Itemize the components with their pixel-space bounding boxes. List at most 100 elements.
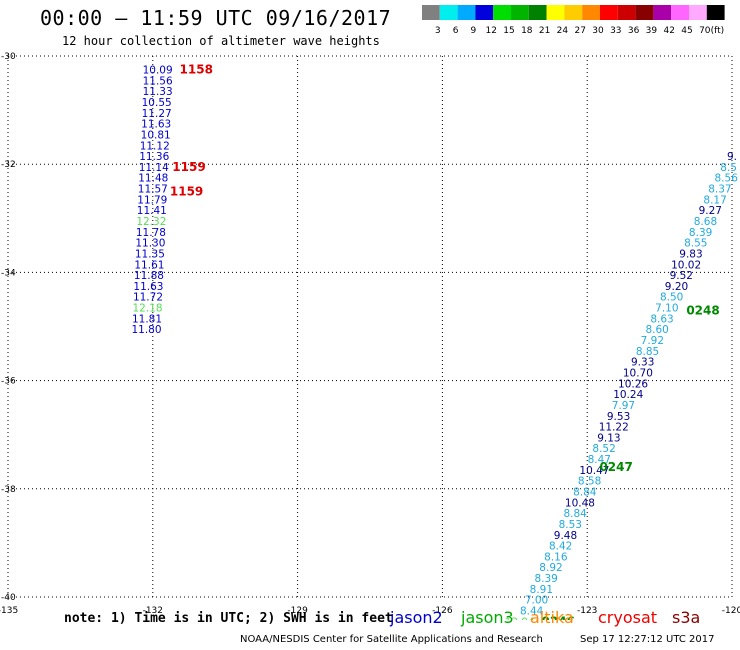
jason2-wave-height-value: 11.72 [133,292,163,304]
y-tick-label: -30 [1,52,16,62]
jason2-wave-height-value: 11.57 [138,184,168,196]
jason3-wave-height-value: 10.70 [623,367,653,379]
colorbar-swatch [617,5,636,20]
colorbar-swatch [671,5,689,20]
jason3-wave-height-value: 9.20 [665,281,688,293]
jason3-wave-height-value: 8.42 [549,541,572,553]
colorbar-label: 15 [503,26,514,36]
colorbar-swatch [706,5,725,20]
jason3-wave-height-value: 7.92 [641,335,664,347]
jason2-wave-height-value: 11.56 [143,75,173,87]
jason3-wave-height-value: 10.48 [565,497,595,509]
jason2-wave-height-value: 11.80 [131,324,161,336]
jason2-wave-height-value: 12.32 [136,216,166,228]
plot-area: -135 -132 -129 -126 -123 -120 -30 -32 -34 -36 -38 -… [0,52,740,620]
colorbar-swatch [511,5,529,20]
colorbar-label: 45 [681,26,692,36]
y-tick-label: -32 [1,160,16,170]
jason3-wave-height-value: 8.91 [530,584,553,596]
jason2-wave-height-value: 11.27 [142,108,172,120]
jason2-wave-height-value: 11.88 [134,270,164,282]
jason2-wave-height-value: 11.63 [141,119,171,131]
jason2-wave-height-value: 11.79 [137,194,167,206]
colorbar-swatch [528,5,547,20]
colorbar-label: 6 [453,26,459,36]
jason2-time-label: 1158 [180,63,213,77]
y-tick-label: -40 [1,593,16,603]
footer-timestamp: Sep 17 12:27:12 UTC 2017 [580,634,715,645]
colorbar-label: 70 [699,26,711,36]
legend-entry-s3a: s3a [672,608,701,627]
jason3-wave-height-value: 8.37 [708,184,731,196]
jason3-wave-height-value: 9.27 [699,205,722,217]
jason2-wave-height-value: 11.33 [143,86,173,98]
colorbar-unit: (ft) [711,26,725,36]
legend-entry-jason3: jason3 [461,608,514,627]
jason2-wave-height-value: 11.14 [139,162,169,174]
jason2-wave-height-value: 10.81 [141,129,171,141]
jason2-wave-height-value: 11.81 [132,313,162,325]
jason3-wave-height-value: 9.33 [631,357,654,369]
colorbar-label: 24 [557,26,569,36]
colorbar-label: 30 [592,26,604,36]
colorbar-label: 21 [539,26,550,36]
x-tick-label: -129 [287,606,308,616]
colorbar-swatch [493,5,511,20]
jason3-wave-height-value: 8.85 [636,346,659,358]
jason3-wave-height-value: 8.92 [539,562,562,574]
colorbar-label: 12 [485,26,496,36]
jason3-wave-height-value: 8.44 [520,606,544,618]
colorbar-label: 27 [574,26,585,36]
jason3-wave-height-value: 8.16 [544,551,568,563]
jason3-wave-height-value: 10.24 [613,389,643,401]
jason3-wave-height-value: 8.17 [703,194,726,206]
jason3-wave-height-value: 7.10 [655,303,678,315]
jason2-wave-height-value: 11.30 [135,238,165,250]
colorbar-label: 18 [521,26,533,36]
colorbar-label: 9 [471,26,477,36]
jason3-wave-height-value: 13.94 [505,616,535,620]
note-text: note: 1) Time is in UTC; 2) SWH is in fe… [64,611,393,626]
jason3-wave-height-value: 8.52 [592,443,615,455]
colorbar-swatch [439,5,458,20]
jason3-wave-height-value: 8.55 [684,238,707,250]
y-tick-label: -38 [1,485,16,495]
jason3-wave-height-value: 9.53 [607,411,630,423]
jason3-wave-height-value: 10.47 [579,465,609,477]
jason3-wave-height-value: 9.52 [670,270,693,282]
jason3-wave-height-value: 10.02 [671,259,701,271]
jason3-time-label: 0246 [542,614,575,620]
colorbar-label: 36 [628,26,640,36]
jason3-wave-height-value: 8.56 [715,173,739,185]
jason3-wave-height-value: 8.68 [694,216,717,228]
jason2-wave-height-value: 11.78 [136,227,166,239]
x-tick-label: -120 [722,606,740,616]
jason3-wave-height-value: 10.26 [618,378,648,390]
chart-title: 00:00 — 11:59 UTC 09/16/2017 [40,6,392,30]
jason3-time-label: 0247 [599,460,632,474]
x-tick-label: -126 [432,606,453,616]
jason3-wave-height-value: 8.5 [720,162,737,174]
jason3-wave-height-value: 8.50 [660,292,683,304]
x-tick-label: -132 [143,606,163,616]
jason3-wave-height-value: 9.48 [554,530,577,542]
x-tick-label: -135 [0,606,18,616]
jason3-wave-height-value: 8.60 [645,324,668,336]
jason3-wave-height-value: 9.13 [597,432,620,444]
jason3-wave-height-value: 11.22 [599,422,629,434]
colorbar-swatch [564,5,583,20]
jason2-wave-height-value: 11.36 [139,151,169,163]
colorbar-swatch [653,5,672,20]
legend-entry-altika: altika [530,608,574,627]
colorbar-swatch [422,5,440,20]
x-tick-label: -123 [577,606,597,616]
y-tick-label: -36 [1,377,16,387]
jason2-wave-height-value: 10.55 [142,97,172,109]
jason3-wave-height-value: 8.39 [534,573,557,585]
jason3-wave-height-value: 9. [727,151,737,163]
colorbar-swatch [600,5,618,20]
jason2-time-label: 1159 [172,160,205,174]
jason2-wave-height-value: 11.12 [140,140,170,152]
colorbar-swatch [689,5,707,20]
jason2-wave-height-value: 11.61 [134,259,164,271]
